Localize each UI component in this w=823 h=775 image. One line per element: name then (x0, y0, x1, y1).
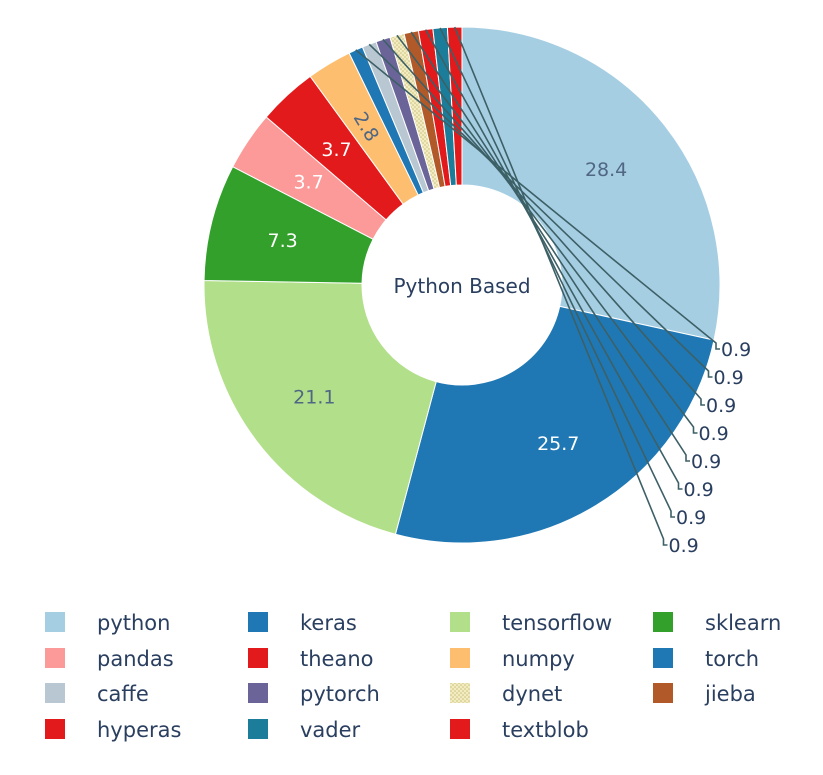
data-label-theano: 3.7 (321, 139, 351, 161)
legend-label-dynet: dynet (502, 682, 562, 706)
legend-label-python: python (97, 611, 170, 635)
legend-label-keras: keras (300, 611, 357, 635)
legend-swatch-theano (248, 648, 268, 668)
legend-label-caffe: caffe (97, 682, 149, 706)
legend-swatch-jieba (653, 683, 673, 703)
legend-item-torch[interactable]: torch (653, 647, 759, 671)
legend-swatch-dynet (450, 683, 470, 703)
leader-line-vader (439, 27, 675, 518)
slices-group (203, 26, 721, 544)
legend-swatch-keras (248, 612, 268, 632)
data-label-torch: 0.9 (721, 339, 751, 361)
data-label-vader: 0.9 (676, 507, 706, 529)
legend-item-hyperas[interactable]: hyperas (45, 718, 181, 742)
leader-line-pytorch (382, 38, 705, 406)
leader-line-torch (355, 49, 720, 350)
legend-item-keras[interactable]: keras (248, 611, 357, 635)
legend-swatch-caffe (45, 683, 65, 703)
legend-item-pandas[interactable]: pandas (45, 647, 174, 671)
legend-item-dynet[interactable]: dynet (450, 682, 562, 706)
data-label-textblob: 0.9 (669, 535, 699, 557)
data-label-pytorch: 0.9 (706, 395, 736, 417)
legend-swatch-pytorch (248, 683, 268, 703)
legend-label-vader: vader (300, 718, 361, 742)
data-label-pandas: 3.7 (293, 172, 323, 194)
data-label-caffe: 0.9 (714, 367, 744, 389)
legend-item-tensorflow[interactable]: tensorflow (450, 611, 612, 635)
legend-label-pandas: pandas (97, 647, 174, 671)
data-label-keras: 25.7 (537, 433, 579, 455)
legend-item-python[interactable]: python (45, 611, 170, 635)
legend-item-textblob[interactable]: textblob (450, 718, 589, 742)
legend-label-torch: torch (705, 647, 759, 671)
leader-line-hyperas (424, 29, 683, 490)
data-label-hyperas: 0.9 (684, 479, 714, 501)
slice-tensorflow[interactable] (203, 280, 437, 535)
legend-swatch-python (45, 612, 65, 632)
legend-swatch-vader (248, 719, 268, 739)
legend-label-sklearn: sklearn (705, 611, 781, 635)
legend-label-tensorflow: tensorflow (502, 611, 612, 635)
data-label-python: 28.4 (585, 159, 627, 181)
legend-item-caffe[interactable]: caffe (45, 682, 149, 706)
leader-line-textblob (453, 26, 668, 546)
leader-line-dynet (396, 34, 698, 434)
legend-label-jieba: jieba (704, 682, 756, 706)
legend-swatch-textblob (450, 719, 470, 739)
legend-item-theano[interactable]: theano (248, 647, 374, 671)
legend-item-pytorch[interactable]: pytorch (248, 682, 380, 706)
donut-center-title: Python Based (393, 274, 530, 298)
data-label-dynet: 0.9 (699, 423, 729, 445)
legend-item-sklearn[interactable]: sklearn (653, 611, 781, 635)
legend-item-numpy[interactable]: numpy (450, 647, 575, 671)
leader-line-jieba (410, 31, 690, 462)
legend-label-textblob: textblob (502, 718, 589, 742)
data-label-tensorflow: 21.1 (293, 386, 335, 408)
slice-keras[interactable] (394, 305, 715, 544)
legend-swatch-torch (653, 648, 673, 668)
legend: python keras tensorflow sklearn pandas theano… (45, 611, 781, 742)
legend-swatch-hyperas (45, 719, 65, 739)
legend-label-hyperas: hyperas (97, 718, 181, 742)
legend-label-pytorch: pytorch (300, 682, 380, 706)
legend-item-jieba[interactable]: jieba (653, 682, 756, 706)
legend-swatch-numpy (450, 648, 470, 668)
legend-item-vader[interactable]: vader (248, 718, 361, 742)
legend-label-theano: theano (300, 647, 374, 671)
leader-line-caffe (368, 43, 713, 378)
data-label-jieba: 0.9 (691, 451, 721, 473)
data-label-sklearn: 7.3 (267, 230, 297, 252)
legend-swatch-tensorflow (450, 612, 470, 632)
legend-swatch-sklearn (653, 612, 673, 632)
legend-swatch-pandas (45, 648, 65, 668)
outside-labels-group: 0.9 0.9 0.9 0.9 0.9 0.9 0.9 0.9 (355, 26, 751, 557)
legend-label-numpy: numpy (502, 647, 575, 671)
